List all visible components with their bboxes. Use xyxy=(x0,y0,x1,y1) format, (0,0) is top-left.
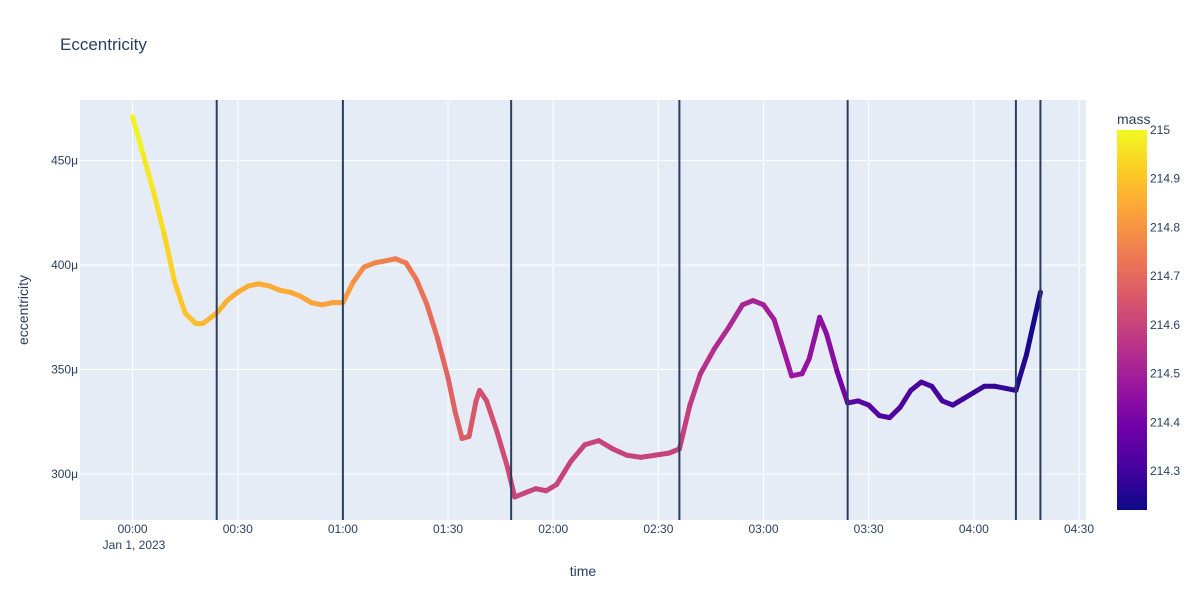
colorbar-tick-label: 214.7 xyxy=(1150,269,1180,283)
line-segment xyxy=(929,383,945,404)
x-tick-label: 01:00 xyxy=(328,522,358,536)
y-tick-label: 450μ xyxy=(51,154,78,168)
colorbar-tick-label: 214.5 xyxy=(1150,367,1180,381)
x-tick-label: 03:30 xyxy=(854,522,884,536)
line-segment xyxy=(817,314,830,337)
line-segment xyxy=(711,325,731,352)
line-segment xyxy=(350,264,367,285)
colorbar-tick-label: 215 xyxy=(1150,123,1170,137)
line-segment xyxy=(435,335,451,381)
x-tick-label: 01:30 xyxy=(433,522,463,536)
line-segment xyxy=(824,331,840,375)
colorbar-title: mass xyxy=(1117,111,1150,127)
line-segment xyxy=(554,458,574,487)
line-segment xyxy=(1023,289,1043,358)
line-segment xyxy=(568,442,588,464)
line-segment xyxy=(172,279,188,316)
colorbar-tick-label: 214.9 xyxy=(1150,172,1180,186)
data-line xyxy=(130,114,1043,500)
line-segment xyxy=(445,375,458,414)
colorbar-tick-label: 214.3 xyxy=(1150,464,1180,478)
line-segment xyxy=(771,316,788,356)
vertical-lines xyxy=(215,100,1042,520)
grid xyxy=(80,100,1086,520)
x-tick-label: 04:30 xyxy=(1064,522,1094,536)
line-segment xyxy=(697,346,717,377)
line-segment xyxy=(897,387,914,410)
line-segment xyxy=(414,277,430,308)
colorbar-tick-label: 214.8 xyxy=(1150,220,1180,234)
line-segment xyxy=(484,398,500,435)
plot-area xyxy=(80,100,1086,520)
colorbar xyxy=(1117,130,1147,510)
x-tick-label: 04:00 xyxy=(959,522,989,536)
line-segment xyxy=(799,356,812,377)
line-segment xyxy=(340,279,356,306)
x-tick-label: 00:30 xyxy=(223,522,253,536)
x-axis-ticks: 00:00 00:30 01:00 01:30 02:00 02:30 03:00 03:30… xyxy=(118,522,1095,536)
line-segment xyxy=(687,371,703,408)
line-segment xyxy=(452,408,465,442)
line-segment xyxy=(424,302,441,341)
line-segment xyxy=(130,114,146,157)
line-segment xyxy=(151,189,167,237)
colorbar-ticks: 215 214.9 214.8 214.7 214.6 214.5 214.4 214.3 xyxy=(1150,123,1180,478)
line-segment xyxy=(494,429,511,471)
line-segment xyxy=(782,350,795,379)
line-segment xyxy=(466,398,479,439)
line-segment xyxy=(806,329,819,362)
line-segment xyxy=(761,302,777,322)
y-tick-label: 400μ xyxy=(51,258,78,272)
x-tick-label: 02:30 xyxy=(643,522,673,536)
line-segment xyxy=(725,302,745,331)
line-segment xyxy=(140,151,157,195)
line-segment xyxy=(676,402,693,452)
line-segment xyxy=(214,298,230,316)
x-tick-label: 02:00 xyxy=(538,522,568,536)
x-axis-title: time xyxy=(570,563,597,579)
line-segment xyxy=(1013,352,1029,393)
x-tick-label: 00:00 xyxy=(118,522,148,536)
chart-title: Eccentricity xyxy=(60,35,147,54)
line-segment xyxy=(161,231,178,285)
line-segment xyxy=(834,369,851,406)
line-segment xyxy=(596,438,616,452)
colorbar-tick-label: 214.4 xyxy=(1150,415,1180,429)
y-tick-label: 350μ xyxy=(51,363,78,377)
colorbar-tick-label: 214.6 xyxy=(1150,318,1180,332)
y-axis-ticks: 300μ 350μ 400μ 450μ xyxy=(51,154,78,481)
x-tick-label: 03:00 xyxy=(749,522,779,536)
line-segment xyxy=(610,446,630,458)
y-axis-title: eccentricity xyxy=(15,275,31,345)
line-segment xyxy=(200,310,220,327)
y-tick-label: 300μ xyxy=(51,467,78,481)
line-segment xyxy=(403,260,420,283)
x-date-label: Jan 1, 2023 xyxy=(103,538,166,552)
